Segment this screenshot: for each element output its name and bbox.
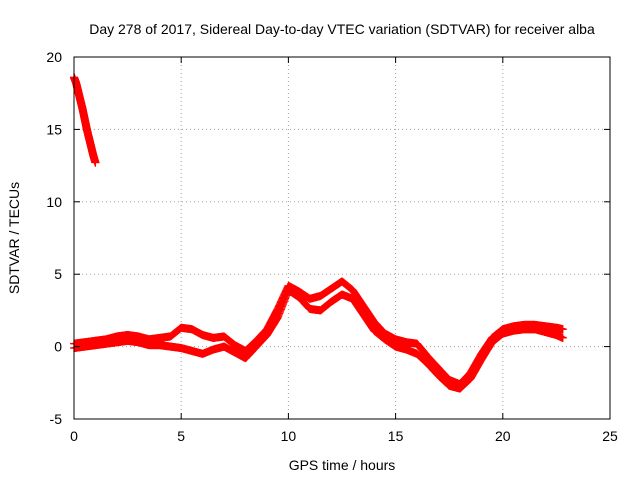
y-tick-label: 0 [54, 339, 62, 355]
y-tick-label: 20 [46, 49, 62, 65]
axis-ticks: 0 5 10 15 20 25 -5 0 5 10 15 20 [46, 49, 618, 444]
data-point [558, 325, 567, 334]
y-tick-label: -5 [50, 411, 63, 427]
chart-title: Day 278 of 2017, Sidereal Day-to-day VTE… [89, 21, 595, 37]
y-tick-label: 15 [46, 121, 62, 137]
plot-frame [73, 56, 611, 420]
y-tick-label: 5 [54, 266, 62, 282]
data-points [70, 73, 567, 393]
grid-lines [74, 57, 610, 419]
x-tick-label: 10 [281, 428, 297, 444]
x-tick-label: 25 [602, 428, 618, 444]
data-point [558, 333, 567, 342]
x-axis-label: GPS time / hours [289, 457, 396, 473]
x-tick-label: 5 [177, 428, 185, 444]
x-tick-label: 20 [495, 428, 511, 444]
y-tick-label: 10 [46, 194, 62, 210]
y-axis-label: SDTVAR / TECUs [6, 182, 22, 294]
x-tick-label: 15 [388, 428, 404, 444]
data-point [91, 158, 100, 167]
x-tick-label: 0 [70, 428, 78, 444]
